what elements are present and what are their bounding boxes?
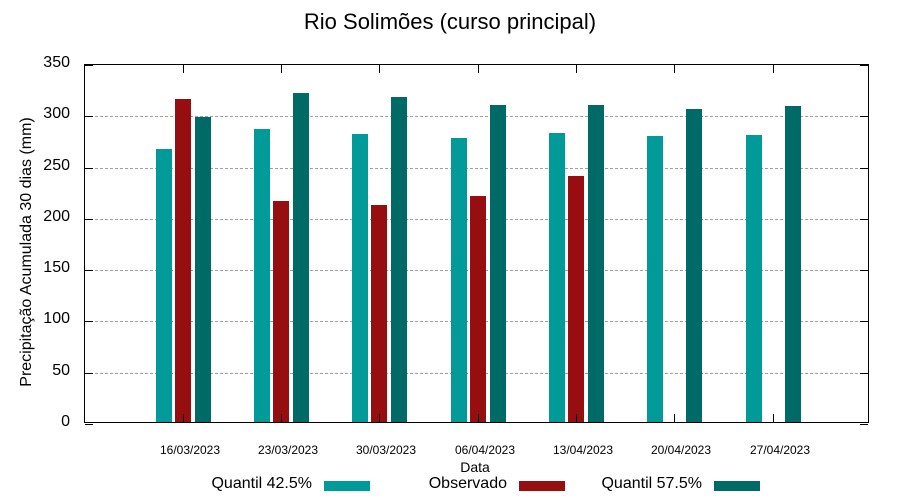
- bar: [451, 137, 467, 422]
- x-tick: [674, 65, 675, 73]
- legend-item-quantil-57-5: Quantil 57.5%: [540, 475, 702, 495]
- gridline: [85, 167, 868, 169]
- y-tick: [85, 167, 93, 169]
- y-tick: [860, 270, 868, 272]
- x-tick-label: 20/04/2023: [650, 443, 712, 457]
- bar: [470, 196, 486, 422]
- legend-swatch-observado: [519, 481, 565, 491]
- y-tick-label: 50: [52, 361, 70, 379]
- bar: [273, 201, 289, 422]
- bar: [391, 96, 407, 422]
- x-tick-label: 06/04/2023: [454, 443, 516, 457]
- y-tick: [860, 372, 868, 374]
- y-tick-label: 250: [43, 156, 70, 174]
- y-tick: [85, 116, 93, 118]
- x-tick: [183, 414, 184, 422]
- x-tick-label: 30/03/2023: [355, 443, 417, 457]
- legend-label: Quantil 57.5%: [601, 475, 702, 492]
- legend-label: Quantil 42.5%: [211, 475, 312, 492]
- bar: [746, 134, 762, 422]
- x-tick: [183, 65, 184, 73]
- x-tick: [281, 414, 282, 422]
- x-tick: [478, 414, 479, 422]
- bar: [254, 128, 270, 422]
- y-tick: [860, 321, 868, 323]
- y-tick-label: 200: [43, 207, 70, 225]
- y-tick-label: 150: [43, 259, 70, 277]
- bar: [490, 105, 506, 422]
- legend-label: Observado: [428, 475, 507, 492]
- bar: [785, 106, 801, 422]
- y-tick: [85, 218, 93, 220]
- x-tick: [576, 65, 577, 73]
- bar: [156, 149, 172, 422]
- x-axis-title: Data: [460, 459, 490, 475]
- x-tick: [773, 65, 774, 73]
- y-tick: [860, 65, 868, 66]
- bar: [686, 109, 702, 422]
- y-tick: [85, 65, 93, 66]
- chart-title: Rio Solimões (curso principal): [303, 9, 597, 34]
- x-tick: [379, 414, 380, 422]
- x-tick: [478, 65, 479, 73]
- plot-area: [84, 64, 869, 425]
- y-tick: [860, 167, 868, 169]
- bar: [371, 204, 387, 422]
- x-tick-label: 16/03/2023: [159, 443, 221, 457]
- y-tick: [860, 218, 868, 220]
- legend-item-quantil-42-5: Quantil 42.5%: [150, 475, 312, 495]
- x-tick: [576, 414, 577, 422]
- y-tick: [85, 321, 93, 323]
- bar: [568, 175, 584, 422]
- y-tick-label: 300: [43, 105, 70, 123]
- y-tick: [85, 372, 93, 374]
- x-tick-label: 27/04/2023: [749, 443, 811, 457]
- y-tick: [85, 270, 93, 272]
- bar: [352, 133, 368, 422]
- y-tick: [860, 424, 868, 425]
- bar: [549, 132, 565, 422]
- legend-swatch-quantil-42-5: [324, 481, 370, 491]
- gridline: [85, 116, 868, 118]
- x-tick: [674, 414, 675, 422]
- x-tick-label: 13/04/2023: [552, 443, 614, 457]
- y-tick-label: 100: [43, 310, 70, 328]
- bar: [647, 135, 663, 422]
- y-tick-label: 350: [43, 54, 70, 71]
- bar: [175, 98, 191, 422]
- y-tick: [85, 424, 93, 425]
- y-tick-label: 0: [61, 413, 70, 430]
- bar: [293, 92, 309, 422]
- x-tick: [281, 65, 282, 73]
- y-tick: [860, 116, 868, 118]
- x-tick-label: 23/03/2023: [257, 443, 319, 457]
- x-tick: [773, 414, 774, 422]
- legend-item-observado: Observado: [350, 475, 507, 495]
- x-tick: [379, 65, 380, 73]
- bar: [588, 105, 604, 422]
- bar: [195, 117, 211, 422]
- legend-swatch-quantil-57-5: [714, 481, 760, 491]
